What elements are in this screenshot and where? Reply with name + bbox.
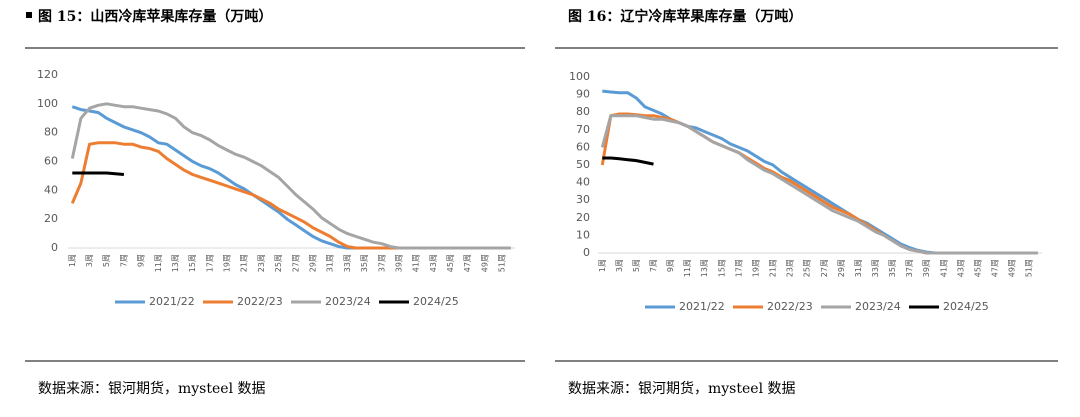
legend-label: 2022/23 bbox=[767, 300, 813, 313]
x-tick-label: 43周 bbox=[956, 259, 965, 277]
x-tick-label: 41周 bbox=[939, 259, 948, 277]
source-note: 数据来源：银河期货，mysteel 数据 bbox=[568, 380, 796, 397]
series-line bbox=[602, 89, 1038, 255]
y-tick-label: 80 bbox=[576, 105, 590, 118]
legend-label: 2021/22 bbox=[679, 300, 725, 313]
x-tick-label: 5周 bbox=[102, 254, 111, 267]
x-tick-label: 29周 bbox=[837, 259, 846, 277]
x-tick-label: 43周 bbox=[429, 254, 438, 272]
x-tick-label: 49周 bbox=[1008, 259, 1017, 277]
figure-title: 图 15：山西冷库苹果库存量（万吨） bbox=[38, 8, 272, 25]
x-tick-label: 17周 bbox=[205, 254, 214, 272]
x-tick-label: 13周 bbox=[171, 254, 180, 272]
series-line bbox=[600, 114, 1038, 255]
x-tick-label: 33周 bbox=[871, 259, 880, 277]
x-tick-label: 37周 bbox=[377, 254, 386, 272]
x-tick-label: 23周 bbox=[786, 259, 795, 277]
x-tick-label: 9周 bbox=[137, 254, 146, 267]
y-tick-label: 50 bbox=[576, 158, 590, 171]
y-tick-label: 60 bbox=[44, 155, 58, 168]
x-tick-label: 1周 bbox=[68, 254, 77, 267]
figure-title: 图 16：辽宁冷库苹果库存量（万吨） bbox=[568, 8, 802, 25]
bullet bbox=[26, 12, 32, 18]
x-tick-label: 21周 bbox=[769, 259, 778, 277]
series-line bbox=[70, 141, 511, 250]
y-tick-label: 10 bbox=[576, 228, 590, 241]
x-tick-label: 27周 bbox=[291, 254, 300, 272]
legend-label: 2023/24 bbox=[325, 295, 371, 308]
x-tick-label: 49周 bbox=[480, 254, 489, 272]
x-tick-label: 51周 bbox=[498, 254, 507, 272]
y-tick-label: 20 bbox=[44, 212, 58, 225]
x-tick-label: 19周 bbox=[751, 259, 760, 277]
y-tick-label: 120 bbox=[37, 68, 58, 81]
x-tick-label: 31周 bbox=[326, 254, 335, 272]
y-tick-label: 100 bbox=[569, 70, 590, 83]
y-tick-label: 0 bbox=[583, 246, 590, 259]
x-tick-label: 25周 bbox=[803, 259, 812, 277]
source-note: 数据来源：银河期货，mysteel 数据 bbox=[38, 380, 266, 397]
legend-label: 2023/24 bbox=[855, 300, 901, 313]
x-tick-label: 13周 bbox=[700, 259, 709, 277]
y-tick-label: 80 bbox=[44, 126, 58, 139]
x-tick-label: 47周 bbox=[463, 254, 472, 272]
y-tick-label: 0 bbox=[51, 241, 58, 254]
y-tick-label: 30 bbox=[576, 193, 590, 206]
x-tick-label: 15周 bbox=[188, 254, 197, 272]
x-tick-label: 7周 bbox=[119, 254, 128, 267]
x-tick-label: 33周 bbox=[343, 254, 352, 272]
x-tick-label: 29周 bbox=[308, 254, 317, 272]
x-tick-label: 37周 bbox=[905, 259, 914, 277]
x-tick-label: 31周 bbox=[854, 259, 863, 277]
y-tick-label: 70 bbox=[576, 123, 590, 136]
legend-label: 2022/23 bbox=[237, 295, 283, 308]
x-tick-label: 41周 bbox=[412, 254, 421, 272]
x-tick-label: 23周 bbox=[257, 254, 266, 272]
x-tick-label: 25周 bbox=[274, 254, 283, 272]
legend-label: 2021/22 bbox=[149, 295, 195, 308]
x-tick-label: 17周 bbox=[734, 259, 743, 277]
y-tick-label: 20 bbox=[576, 211, 590, 224]
x-tick-label: 21周 bbox=[240, 254, 249, 272]
y-tick-label: 100 bbox=[37, 97, 58, 110]
y-tick-label: 60 bbox=[576, 140, 590, 153]
x-tick-label: 3周 bbox=[615, 259, 624, 272]
x-tick-label: 51周 bbox=[1025, 259, 1034, 277]
x-tick-label: 15周 bbox=[717, 259, 726, 277]
x-tick-label: 39周 bbox=[394, 254, 403, 272]
series-line bbox=[600, 112, 1038, 255]
x-tick-label: 45周 bbox=[446, 254, 455, 272]
series-line bbox=[71, 105, 511, 250]
y-tick-label: 40 bbox=[44, 183, 58, 196]
x-tick-label: 11周 bbox=[683, 259, 692, 277]
x-tick-label: 35周 bbox=[888, 259, 897, 277]
y-tick-label: 90 bbox=[576, 88, 590, 101]
x-tick-label: 11周 bbox=[154, 254, 163, 272]
x-tick-label: 35周 bbox=[360, 254, 369, 272]
x-tick-label: 27周 bbox=[820, 259, 829, 277]
x-tick-label: 1周 bbox=[598, 259, 607, 272]
x-tick-label: 3周 bbox=[85, 254, 94, 267]
legend-label: 2024/25 bbox=[943, 300, 989, 313]
series-line bbox=[72, 171, 125, 176]
y-tick-label: 40 bbox=[576, 176, 590, 189]
x-tick-label: 7周 bbox=[649, 259, 658, 272]
x-tick-label: 19周 bbox=[223, 254, 232, 272]
series-line bbox=[70, 102, 511, 250]
x-tick-label: 9周 bbox=[666, 259, 675, 272]
x-tick-label: 47周 bbox=[991, 259, 1000, 277]
legend-label: 2024/25 bbox=[413, 295, 459, 308]
series-line bbox=[602, 156, 654, 166]
x-tick-label: 45周 bbox=[973, 259, 982, 277]
x-tick-label: 39周 bbox=[922, 259, 931, 277]
x-tick-label: 5周 bbox=[632, 259, 641, 272]
